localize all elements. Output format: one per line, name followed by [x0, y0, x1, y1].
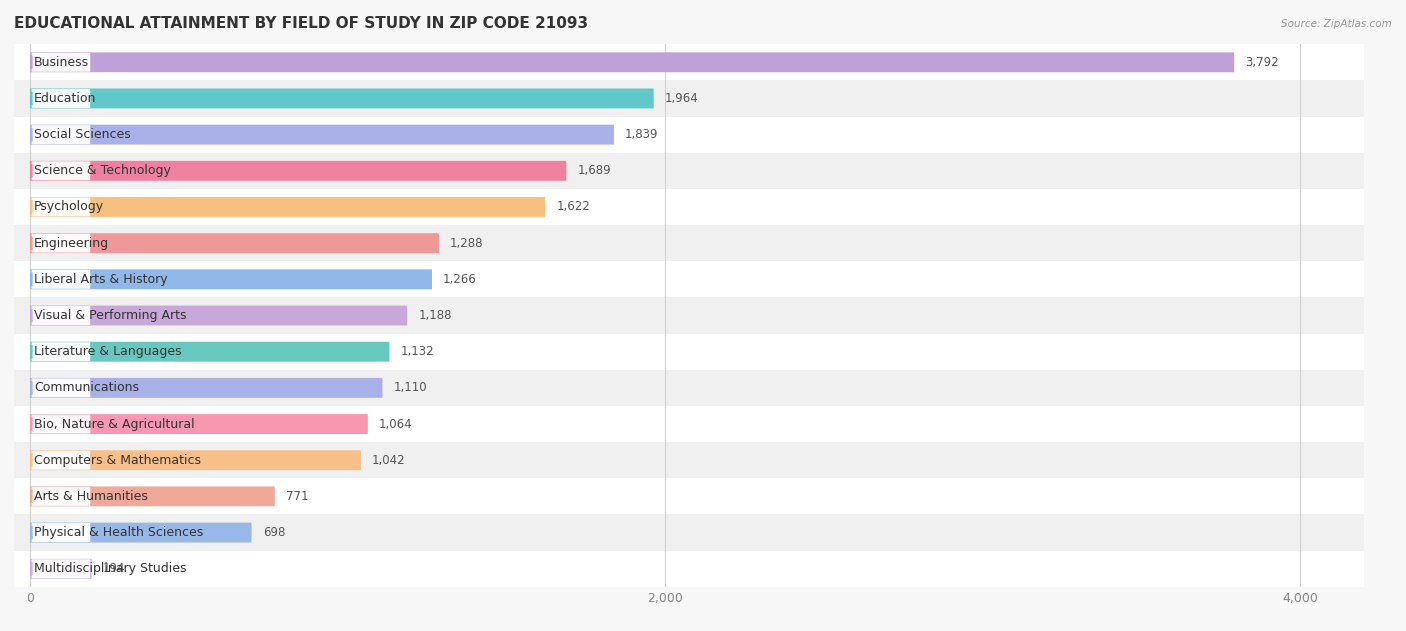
- FancyBboxPatch shape: [14, 44, 1364, 80]
- FancyBboxPatch shape: [30, 125, 614, 144]
- Text: Science & Technology: Science & Technology: [34, 164, 172, 177]
- FancyBboxPatch shape: [30, 305, 408, 326]
- Text: Multidisciplinary Studies: Multidisciplinary Studies: [34, 562, 187, 575]
- FancyBboxPatch shape: [30, 88, 654, 109]
- FancyBboxPatch shape: [14, 80, 1364, 117]
- Text: EDUCATIONAL ATTAINMENT BY FIELD OF STUDY IN ZIP CODE 21093: EDUCATIONAL ATTAINMENT BY FIELD OF STUDY…: [14, 16, 588, 30]
- FancyBboxPatch shape: [14, 478, 1364, 514]
- FancyBboxPatch shape: [30, 233, 439, 253]
- Text: Engineering: Engineering: [34, 237, 110, 250]
- FancyBboxPatch shape: [31, 233, 90, 252]
- Text: Arts & Humanities: Arts & Humanities: [34, 490, 148, 503]
- FancyBboxPatch shape: [14, 442, 1364, 478]
- FancyBboxPatch shape: [31, 125, 90, 144]
- FancyBboxPatch shape: [14, 225, 1364, 261]
- FancyBboxPatch shape: [31, 89, 90, 108]
- Text: 3,792: 3,792: [1246, 56, 1279, 69]
- FancyBboxPatch shape: [31, 306, 90, 325]
- FancyBboxPatch shape: [31, 198, 90, 216]
- Text: 698: 698: [263, 526, 285, 539]
- Text: 1,064: 1,064: [380, 418, 412, 430]
- FancyBboxPatch shape: [14, 551, 1364, 587]
- Text: Source: ZipAtlas.com: Source: ZipAtlas.com: [1281, 19, 1392, 29]
- Text: Visual & Performing Arts: Visual & Performing Arts: [34, 309, 187, 322]
- Text: 1,689: 1,689: [578, 164, 612, 177]
- FancyBboxPatch shape: [30, 414, 368, 434]
- Text: 1,839: 1,839: [626, 128, 658, 141]
- FancyBboxPatch shape: [30, 487, 274, 506]
- Text: Business: Business: [34, 56, 90, 69]
- FancyBboxPatch shape: [31, 270, 90, 289]
- Text: 771: 771: [285, 490, 308, 503]
- FancyBboxPatch shape: [14, 406, 1364, 442]
- FancyBboxPatch shape: [31, 451, 90, 469]
- FancyBboxPatch shape: [31, 523, 90, 542]
- FancyBboxPatch shape: [31, 53, 90, 72]
- Text: Psychology: Psychology: [34, 201, 104, 213]
- FancyBboxPatch shape: [31, 342, 90, 361]
- FancyBboxPatch shape: [30, 161, 567, 180]
- FancyBboxPatch shape: [30, 451, 361, 470]
- FancyBboxPatch shape: [14, 514, 1364, 551]
- FancyBboxPatch shape: [30, 269, 432, 289]
- Text: Social Sciences: Social Sciences: [34, 128, 131, 141]
- Text: 194: 194: [103, 562, 125, 575]
- FancyBboxPatch shape: [30, 342, 389, 362]
- FancyBboxPatch shape: [14, 297, 1364, 334]
- FancyBboxPatch shape: [30, 378, 382, 398]
- FancyBboxPatch shape: [31, 559, 90, 578]
- FancyBboxPatch shape: [31, 379, 90, 398]
- FancyBboxPatch shape: [14, 153, 1364, 189]
- FancyBboxPatch shape: [14, 370, 1364, 406]
- Text: Literature & Languages: Literature & Languages: [34, 345, 181, 358]
- Text: Liberal Arts & History: Liberal Arts & History: [34, 273, 167, 286]
- Text: Communications: Communications: [34, 381, 139, 394]
- FancyBboxPatch shape: [14, 117, 1364, 153]
- Text: Bio, Nature & Agricultural: Bio, Nature & Agricultural: [34, 418, 195, 430]
- Text: 1,288: 1,288: [450, 237, 484, 250]
- FancyBboxPatch shape: [31, 487, 90, 506]
- FancyBboxPatch shape: [30, 559, 91, 579]
- Text: Physical & Health Sciences: Physical & Health Sciences: [34, 526, 204, 539]
- Text: 1,188: 1,188: [419, 309, 451, 322]
- Text: 1,110: 1,110: [394, 381, 427, 394]
- Text: 1,266: 1,266: [443, 273, 477, 286]
- Text: 1,042: 1,042: [373, 454, 405, 467]
- FancyBboxPatch shape: [14, 261, 1364, 297]
- Text: 1,622: 1,622: [557, 201, 591, 213]
- FancyBboxPatch shape: [31, 162, 90, 180]
- FancyBboxPatch shape: [30, 197, 546, 217]
- FancyBboxPatch shape: [14, 189, 1364, 225]
- FancyBboxPatch shape: [31, 415, 90, 433]
- Text: Education: Education: [34, 92, 97, 105]
- Text: Computers & Mathematics: Computers & Mathematics: [34, 454, 201, 467]
- FancyBboxPatch shape: [30, 52, 1234, 72]
- FancyBboxPatch shape: [14, 334, 1364, 370]
- FancyBboxPatch shape: [30, 522, 252, 543]
- Text: 1,132: 1,132: [401, 345, 434, 358]
- Text: 1,964: 1,964: [665, 92, 699, 105]
